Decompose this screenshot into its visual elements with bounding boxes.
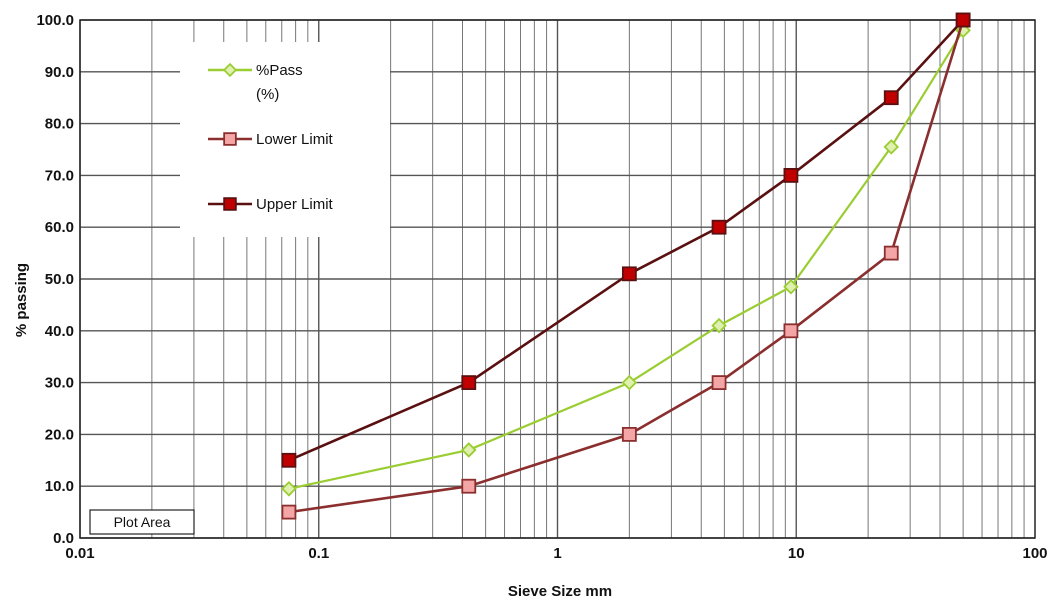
data-point — [461, 375, 477, 391]
data-point — [783, 323, 799, 339]
x-tick-label: 10 — [788, 545, 805, 562]
data-point — [222, 62, 238, 78]
x-tick-label: 0.01 — [65, 545, 94, 562]
data-point — [223, 132, 237, 146]
data-point — [883, 139, 900, 155]
data-point — [783, 167, 799, 183]
data-point — [281, 481, 297, 497]
x-tick-label: 0.1 — [308, 545, 329, 562]
data-point — [621, 266, 637, 282]
legend: %Pass (%) Lower Limit Upper Limit — [208, 62, 334, 213]
data-point — [281, 452, 297, 468]
legend-item: Lower Limit — [208, 131, 334, 148]
x-tick-label: 100 — [1022, 545, 1047, 562]
y-tick-label: 30.0 — [45, 375, 74, 392]
series-group — [281, 12, 971, 520]
data-point — [621, 426, 637, 442]
y-tick-label: 40.0 — [45, 323, 74, 340]
x-tick-labels: 0.01 0.1 1 10 100 — [65, 545, 1047, 562]
data-point — [783, 278, 799, 295]
y-tick-label: 90.0 — [45, 64, 74, 81]
data-point — [711, 375, 727, 391]
data-point — [223, 197, 237, 211]
data-point — [621, 374, 638, 391]
y-tick-label: 100.0 — [36, 12, 74, 29]
y-tick-label: 10.0 — [45, 478, 74, 495]
x-axis-label: Sieve Size mm — [508, 583, 612, 600]
legend-item: %Pass (%) — [208, 62, 303, 103]
series — [281, 12, 971, 468]
data-point — [711, 317, 727, 334]
y-tick-label: 0.0 — [53, 530, 74, 547]
plot-area-box — [89, 509, 195, 535]
legend-label: Upper Limit — [256, 196, 334, 213]
y-tick-label: 50.0 — [45, 271, 74, 288]
y-tick-label: 70.0 — [45, 167, 74, 184]
legend-label: Lower Limit — [256, 131, 334, 148]
data-point — [883, 245, 899, 261]
plot-area-label: Plot Area — [114, 514, 171, 530]
legend-item: Upper Limit — [208, 196, 334, 213]
x-tick-label: 1 — [553, 545, 561, 562]
data-point — [955, 12, 971, 28]
series — [281, 12, 971, 520]
legend-label: %Pass (%) — [256, 62, 303, 103]
data-point — [883, 90, 899, 106]
data-point — [711, 219, 727, 235]
data-point — [461, 478, 477, 494]
plot-frame — [79, 19, 1036, 539]
data-point — [281, 504, 297, 520]
data-point — [461, 442, 477, 458]
y-tick-label: 20.0 — [45, 426, 74, 443]
y-tick-labels: 0.0 10.0 20.0 30.0 40.0 50.0 60.0 70.0 80.0 90.0 1… — [36, 12, 74, 547]
y-tick-label: 80.0 — [45, 116, 74, 133]
y-tick-label: 60.0 — [45, 219, 74, 236]
y-axis-label: % passing — [13, 263, 30, 337]
